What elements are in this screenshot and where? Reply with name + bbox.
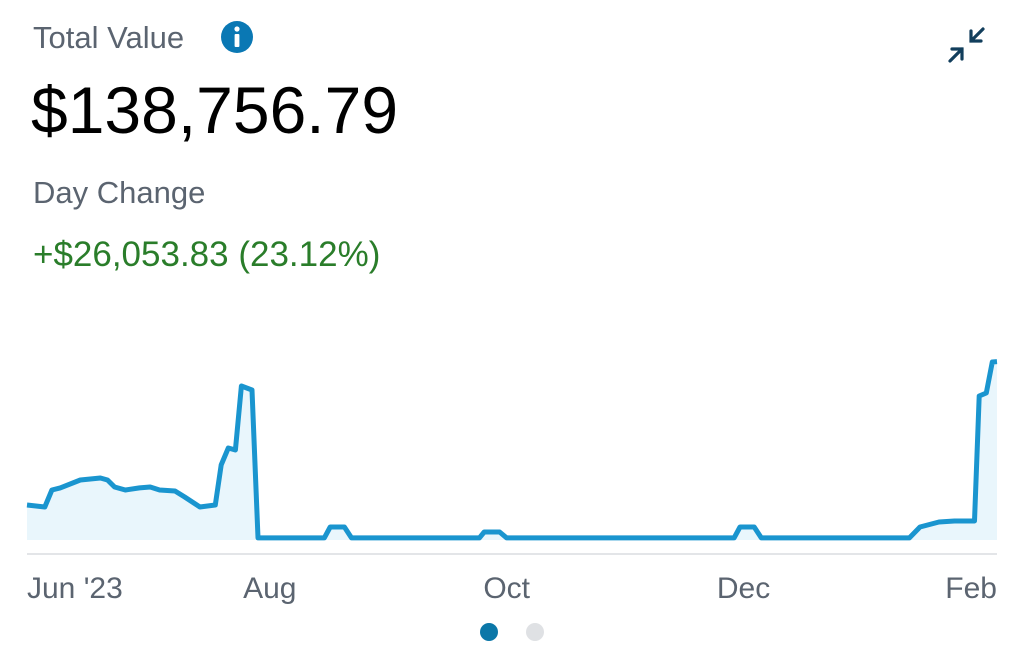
- plot: Jun '23 Aug Oct Dec Feb: [26, 359, 998, 605]
- day-change: +$26,053.83 (23.12%): [33, 235, 380, 274]
- x-tick-label: Dec: [717, 572, 770, 605]
- total-label: Total Value: [33, 20, 184, 55]
- info-icon[interactable]: [221, 21, 253, 53]
- page-dot[interactable]: [526, 623, 544, 641]
- collapse-icon[interactable]: [948, 27, 985, 63]
- page-dot-active[interactable]: [480, 623, 498, 641]
- change-label: Day Change: [33, 175, 205, 210]
- value-line: [26, 359, 998, 541]
- total-value: $138,756.79: [31, 73, 398, 147]
- area-fill: [27, 361, 997, 540]
- x-tick-label: Jun '23: [27, 572, 123, 605]
- x-tick-label: Oct: [483, 572, 530, 605]
- x-tick-label: Feb: [945, 572, 997, 605]
- x-tick-label: Aug: [243, 572, 296, 605]
